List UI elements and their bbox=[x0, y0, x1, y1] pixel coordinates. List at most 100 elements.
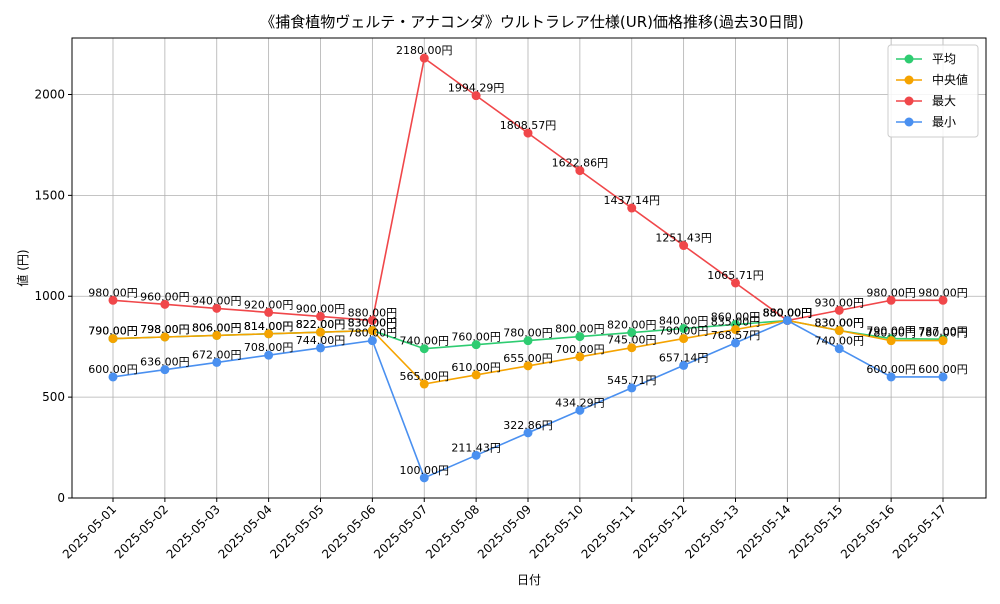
data-point bbox=[108, 372, 118, 382]
data-label: 740.00円 bbox=[400, 335, 450, 348]
data-label: 840.00円 bbox=[659, 315, 709, 328]
data-label: 565.00円 bbox=[400, 370, 450, 383]
data-point bbox=[679, 334, 689, 344]
data-label: 806.00円 bbox=[192, 321, 242, 334]
data-label: 790.00円 bbox=[88, 325, 138, 338]
data-label: 880.00円 bbox=[763, 306, 813, 319]
data-point bbox=[679, 241, 689, 251]
data-point bbox=[160, 299, 170, 309]
data-point bbox=[419, 344, 429, 354]
data-label: 745.00円 bbox=[607, 334, 657, 347]
x-tick-label: 2025-05-05 bbox=[267, 502, 326, 561]
x-tick-label: 2025-05-03 bbox=[164, 502, 223, 561]
data-point bbox=[627, 343, 637, 353]
data-point bbox=[627, 383, 637, 393]
data-label: 822.00円 bbox=[296, 318, 346, 331]
data-label: 1994.29円 bbox=[448, 82, 505, 95]
data-point bbox=[679, 324, 689, 334]
legend-swatch-marker bbox=[904, 54, 914, 64]
data-point bbox=[575, 166, 585, 176]
data-label: 780.00円 bbox=[918, 327, 968, 340]
data-label: 830.00円 bbox=[815, 317, 865, 330]
data-point bbox=[212, 357, 222, 367]
x-tick-label: 2025-05-07 bbox=[371, 502, 430, 561]
data-label: 830.00円 bbox=[815, 317, 865, 330]
data-label: 980.00円 bbox=[866, 286, 916, 299]
data-label: 820.00円 bbox=[607, 319, 657, 332]
data-label: 211.43円 bbox=[451, 441, 501, 454]
legend-box bbox=[887, 44, 979, 138]
data-label: 930.00円 bbox=[815, 296, 865, 309]
data-label: 760.00円 bbox=[451, 331, 501, 344]
data-label: 920.00円 bbox=[244, 298, 294, 311]
data-labels-layer: 790.00円 798.00円 806.00円 814.00円 822.00円 830.0… bbox=[88, 44, 968, 477]
data-label: 657.14円 bbox=[659, 351, 709, 364]
data-point bbox=[367, 315, 377, 325]
data-label: 980.00円 bbox=[88, 286, 138, 299]
x-axis-label: 日付 bbox=[517, 573, 541, 587]
x-tick-label: 2025-05-06 bbox=[319, 502, 378, 561]
data-point bbox=[886, 295, 896, 305]
data-point bbox=[212, 330, 222, 340]
data-point bbox=[471, 450, 481, 460]
data-point bbox=[627, 328, 637, 338]
data-label: 900.00円 bbox=[296, 302, 346, 315]
data-point bbox=[834, 326, 844, 336]
legend-swatch-marker bbox=[904, 75, 914, 85]
data-label: 790.00円 bbox=[659, 325, 709, 338]
data-label: 860.00円 bbox=[711, 310, 761, 323]
data-label: 740.00円 bbox=[815, 335, 865, 348]
data-label: 980.00円 bbox=[918, 286, 968, 299]
data-point bbox=[886, 372, 896, 382]
data-point bbox=[471, 370, 481, 380]
data-label: 822.00円 bbox=[296, 318, 346, 331]
data-label: 1437.14円 bbox=[604, 194, 661, 207]
data-point bbox=[523, 128, 533, 138]
data-label: 744.00円 bbox=[296, 334, 346, 347]
data-point bbox=[419, 53, 429, 63]
data-label: 880.00円 bbox=[763, 306, 813, 319]
data-point bbox=[575, 332, 585, 342]
data-label: 610.00円 bbox=[451, 361, 501, 374]
legend-label: 最大 bbox=[932, 94, 956, 108]
data-point bbox=[108, 334, 118, 344]
data-point bbox=[316, 343, 325, 353]
legend-label: 平均 bbox=[932, 52, 956, 66]
data-label: 880.00円 bbox=[348, 306, 398, 319]
x-tick-label: 2025-05-08 bbox=[423, 502, 482, 561]
x-axis: 2025-05-012025-05-022025-05-032025-05-04… bbox=[60, 498, 949, 561]
data-label: 940.00円 bbox=[192, 294, 242, 307]
data-label: 1251.43円 bbox=[655, 232, 712, 245]
y-tick-label: 2000 bbox=[34, 87, 65, 101]
data-point bbox=[523, 428, 533, 438]
x-tick-label: 2025-05-16 bbox=[838, 502, 897, 561]
data-label: 814.00円 bbox=[244, 320, 294, 333]
data-label: 322.86円 bbox=[503, 419, 553, 432]
data-point bbox=[212, 303, 222, 313]
data-point bbox=[523, 336, 533, 346]
chart-title: 《捕食植物ヴェルテ・アナコンダ》ウルトラレア仕様(UR)価格推移(過去30日間) bbox=[260, 13, 804, 31]
series-3 bbox=[108, 315, 948, 483]
legend-label: 中央値 bbox=[932, 72, 968, 87]
data-point bbox=[782, 315, 792, 325]
data-point bbox=[627, 203, 637, 213]
data-point bbox=[367, 326, 377, 336]
data-label: 2180.00円 bbox=[396, 44, 453, 57]
data-label: 880.00円 bbox=[763, 306, 813, 319]
legend-swatch-marker bbox=[904, 117, 914, 127]
legend-label: 最小 bbox=[932, 115, 956, 129]
data-point bbox=[938, 372, 948, 382]
data-point bbox=[834, 344, 844, 354]
data-label: 790.00円 bbox=[88, 325, 138, 338]
data-point bbox=[834, 305, 844, 315]
data-label: 830.00円 bbox=[348, 317, 398, 330]
x-tick-label: 2025-05-02 bbox=[112, 502, 171, 561]
data-point bbox=[938, 336, 948, 346]
data-label: 790.00円 bbox=[866, 325, 916, 338]
x-tick-label: 2025-05-12 bbox=[631, 502, 690, 561]
y-tick-label: 1500 bbox=[34, 188, 65, 202]
data-label: 780.00円 bbox=[503, 327, 553, 340]
data-label: 768.57円 bbox=[711, 329, 761, 342]
data-label: 708.00円 bbox=[244, 341, 294, 354]
